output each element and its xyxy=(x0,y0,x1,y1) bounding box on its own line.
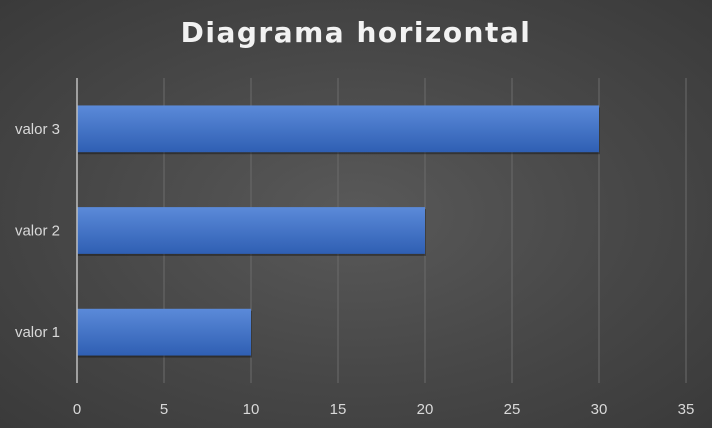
x-tick-label: 15 xyxy=(330,401,347,418)
x-tick-label: 20 xyxy=(417,401,434,418)
x-tick-label: 0 xyxy=(73,401,81,418)
x-tick-label: 35 xyxy=(678,401,695,418)
x-tick-label: 30 xyxy=(591,401,608,418)
chart-title: Diagrama horizontal xyxy=(180,16,532,49)
x-tick-label: 5 xyxy=(160,401,168,418)
bar-valor-3 xyxy=(77,105,599,153)
y-category-label: valor 2 xyxy=(15,223,60,240)
bar-valor-2 xyxy=(77,207,425,254)
y-category-label: valor 1 xyxy=(15,324,60,341)
y-category-label: valor 3 xyxy=(15,121,60,138)
x-tick-label: 10 xyxy=(243,401,260,418)
x-tick-label: 25 xyxy=(504,401,521,418)
bar-valor-1 xyxy=(77,308,251,356)
